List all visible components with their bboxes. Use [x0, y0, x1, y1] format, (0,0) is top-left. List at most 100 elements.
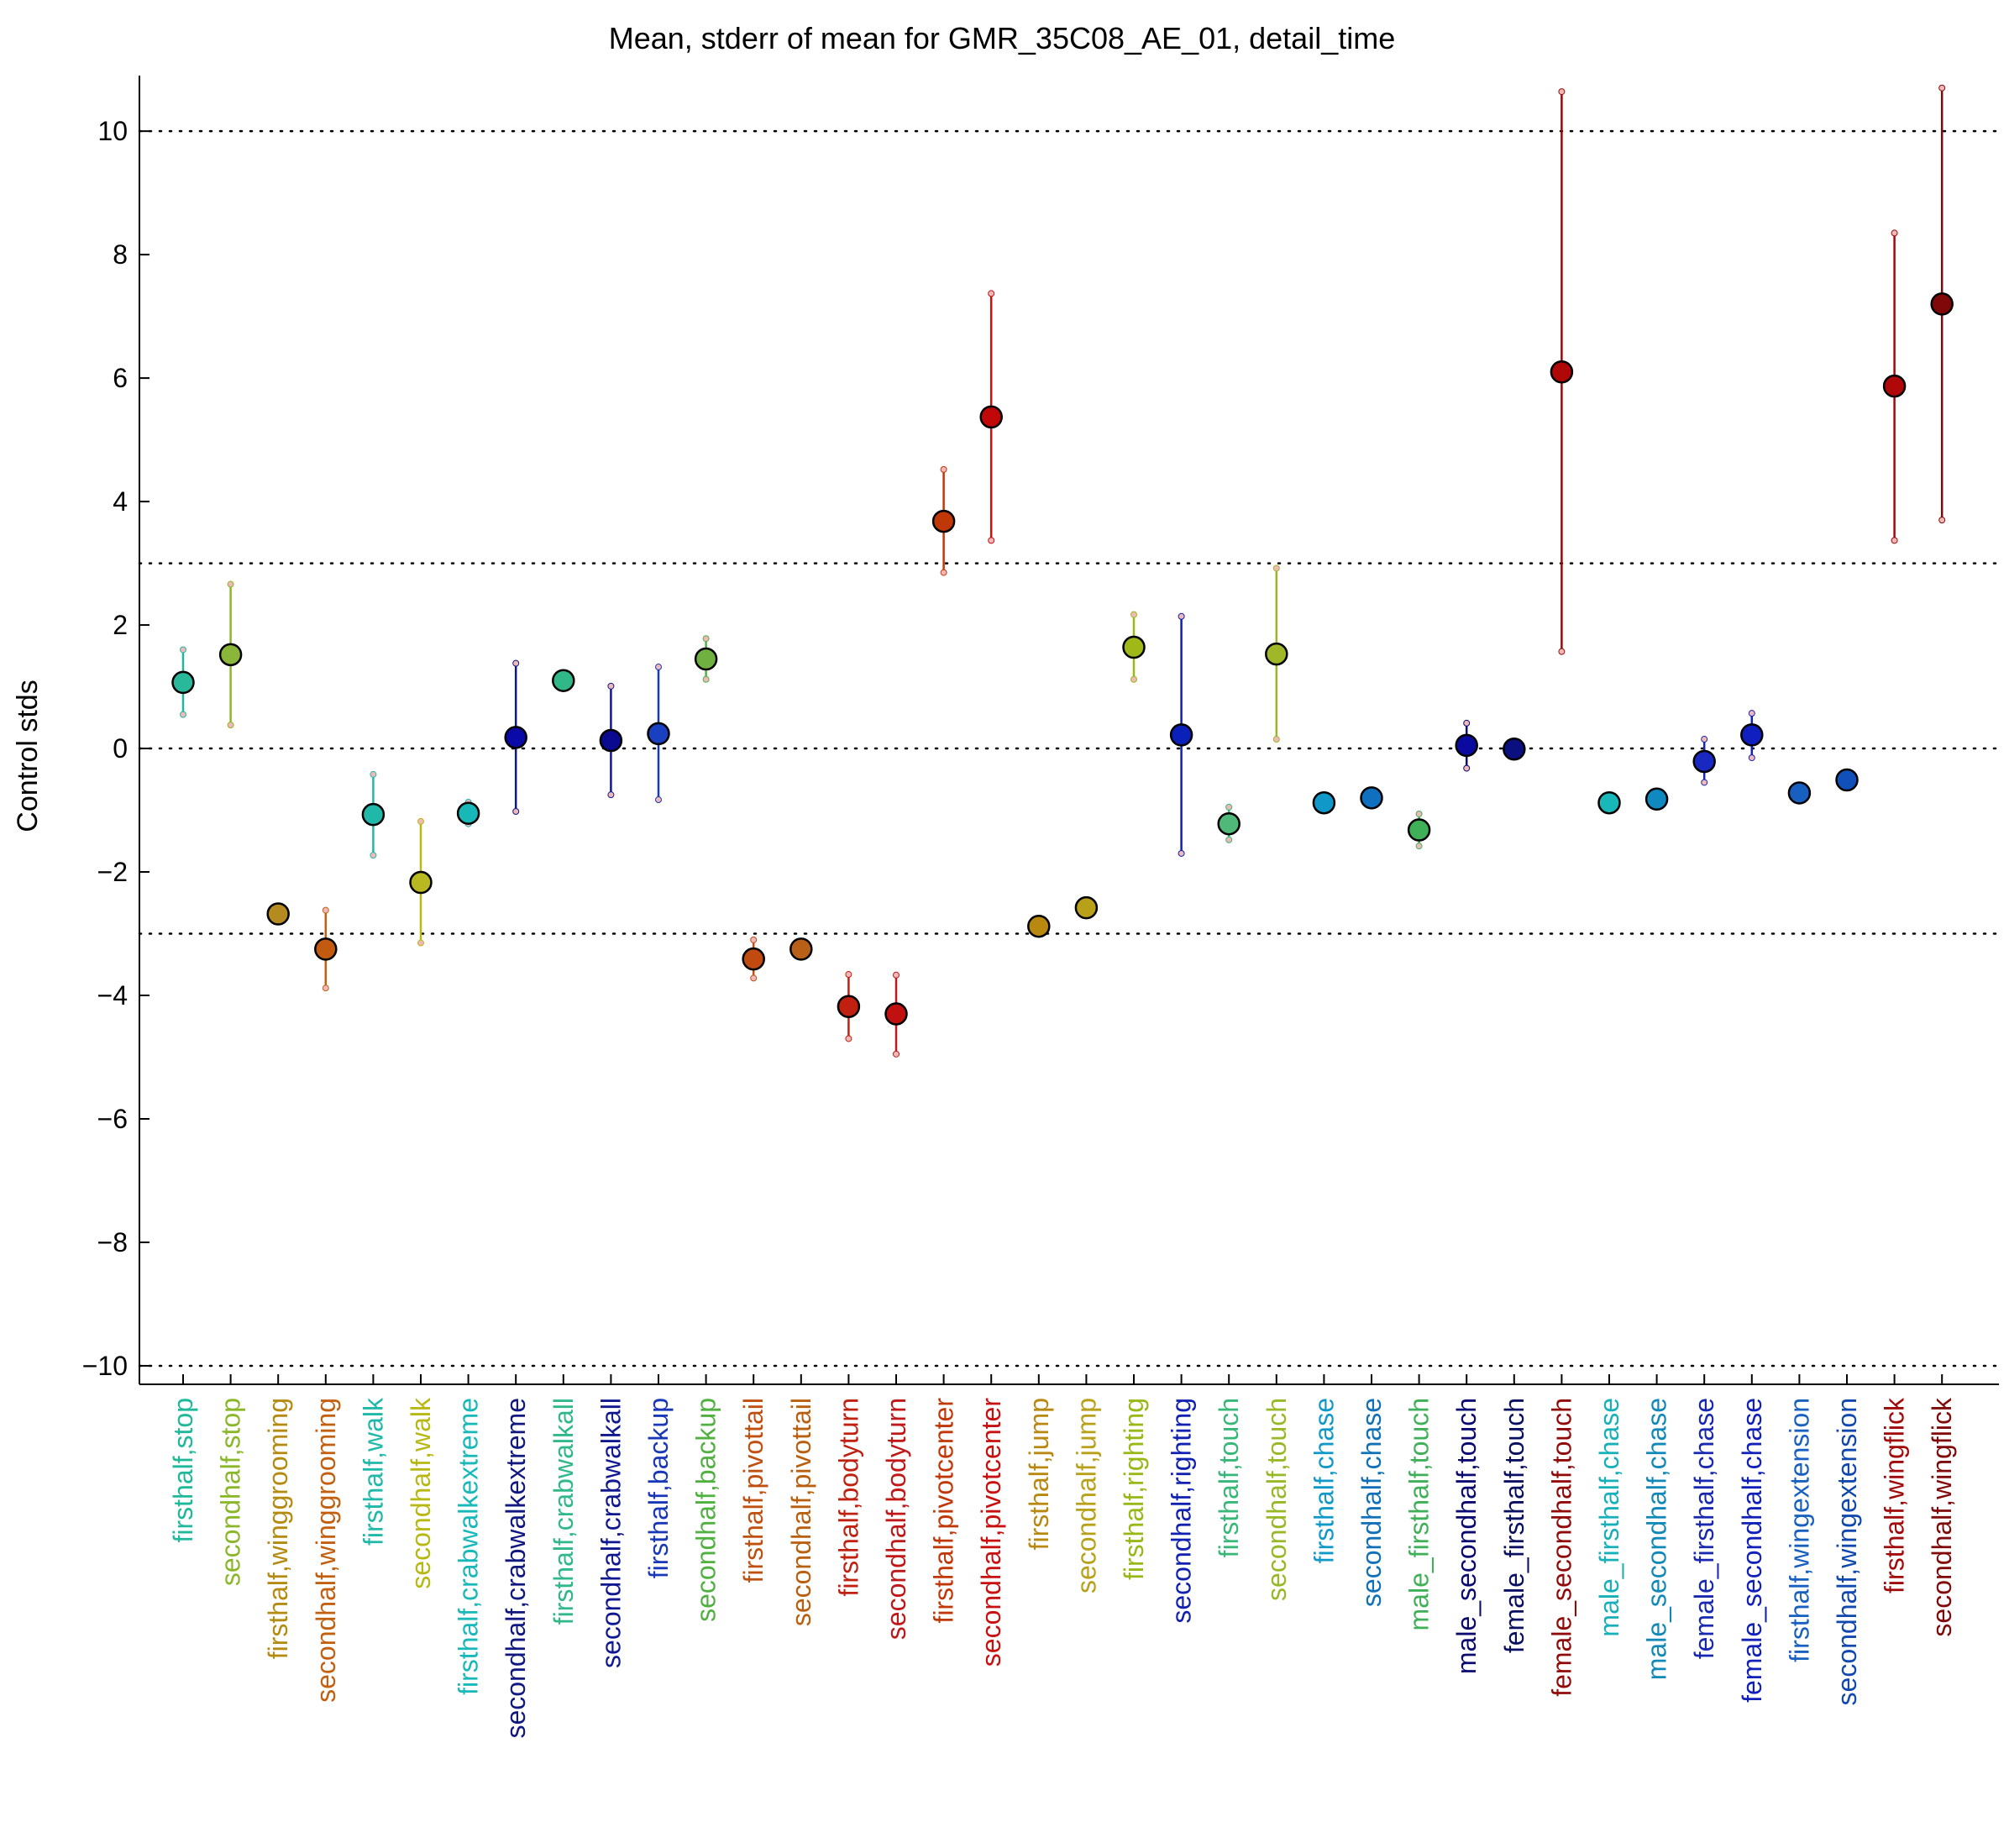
y-ticks: −10 −8 −6 −4 −2 0 2 4 6 8 10	[82, 116, 149, 1381]
data-point	[552, 669, 575, 692]
data-point	[1550, 360, 1574, 384]
error-bar-cap-lower	[1701, 779, 1708, 786]
x-tick-label: secondhalf,pivotcenter	[976, 1398, 1006, 1667]
error-bars	[180, 84, 1946, 1058]
error-bar-cap-lower	[227, 722, 234, 729]
data-point	[1740, 723, 1764, 747]
x-tick-label: male_secondhalf,touch	[1451, 1398, 1482, 1674]
data-point	[647, 722, 670, 746]
data-point	[742, 947, 765, 971]
data-point	[504, 726, 527, 749]
error-bar-cap-lower	[180, 711, 186, 718]
y-tick-label: −6	[97, 1104, 128, 1134]
data-point	[599, 728, 623, 753]
error-bar-cap-upper	[180, 646, 186, 654]
error-bar-cap-upper	[750, 936, 758, 943]
x-tick-label: firsthalf,walk	[358, 1397, 388, 1546]
data-point	[171, 670, 195, 695]
error-bar-cap-lower	[1225, 836, 1233, 843]
error-bar-cap-lower	[750, 974, 758, 982]
error-bar-cap-upper	[512, 659, 520, 667]
error-bar-cap-lower	[988, 537, 995, 544]
y-tick-label: 10	[97, 116, 128, 146]
x-tick-label: firsthalf,pivottail	[738, 1398, 768, 1583]
x-tick-label: firsthalf,crabwalkextreme	[454, 1398, 484, 1695]
error-bar-cap-lower	[1938, 517, 1946, 524]
x-tick-label: male_firsthalf,chase	[1594, 1398, 1624, 1637]
data-point	[218, 643, 243, 667]
data-point	[361, 802, 386, 827]
x-tick-label: secondhalf,wingflick	[1927, 1397, 1957, 1637]
error-bar-cap-upper	[1178, 612, 1185, 620]
error-bar-cap-lower	[512, 808, 520, 816]
error-bar-cap-lower	[1748, 754, 1755, 762]
x-tick-label: secondhalf,backup	[691, 1398, 721, 1622]
x-tick-labels: firsthalf,stop secondhalf,stop firsthalf,w…	[168, 1397, 1957, 1739]
error-bar-cap-upper	[655, 664, 662, 671]
y-tick-label: 0	[113, 733, 128, 764]
error-bar-cap-lower	[655, 796, 662, 804]
data-point	[1407, 818, 1431, 842]
error-bar-cap-upper	[988, 290, 995, 297]
error-bar-cap-lower	[1178, 849, 1185, 857]
y-tick-label: 8	[113, 239, 128, 270]
data-point	[694, 647, 718, 671]
error-bar-cap-upper	[607, 682, 615, 690]
chart-title: Mean, stderr of mean for GMR_35C08_AE_01…	[609, 21, 1395, 55]
y-tick-label: 2	[113, 610, 128, 640]
data-point	[884, 1002, 908, 1026]
error-bar-cap-lower	[1891, 537, 1898, 544]
x-tick-label: secondhalf,chase	[1356, 1398, 1387, 1607]
data-point	[1692, 749, 1716, 774]
x-tick-label: firsthalf,pivotcenter	[929, 1398, 959, 1624]
data-point	[837, 995, 861, 1018]
error-bar-cap-upper	[1748, 710, 1755, 717]
error-bar-cap-lower	[1558, 648, 1566, 655]
x-tick-label: male_firsthalf,touch	[1404, 1398, 1435, 1630]
x-tick-label: male_secondhalf,chase	[1642, 1398, 1672, 1680]
x-tick-label: firsthalf,backup	[643, 1398, 674, 1578]
data-point	[1312, 790, 1336, 815]
error-bar-cap-upper	[1415, 810, 1423, 817]
data-point	[1265, 642, 1288, 666]
x-tick-label: female_firsthalf,touch	[1499, 1398, 1529, 1653]
x-tick-label: firsthalf,touch	[1214, 1398, 1244, 1557]
y-tick-label: 4	[113, 486, 128, 517]
x-tick-label: secondhalf,walk	[406, 1397, 436, 1589]
x-tick-label: firsthalf,bodyturn	[833, 1398, 863, 1597]
x-tick-label: firsthalf,chase	[1309, 1398, 1339, 1563]
data-point	[1787, 781, 1812, 805]
error-bar-cap-lower	[322, 984, 329, 992]
error-bar-cap-upper	[417, 817, 424, 825]
x-tick-label: firsthalf,crabwalkall	[548, 1398, 579, 1625]
data-point	[1503, 738, 1526, 761]
error-bar-cap-upper	[370, 770, 377, 778]
data-point	[1597, 790, 1621, 815]
x-tick-label: secondhalf,bodyturn	[881, 1398, 911, 1640]
x-tick-label: secondhalf,jump	[1071, 1398, 1101, 1593]
data-points	[171, 292, 1954, 1026]
data-point	[1122, 635, 1146, 659]
x-tick-label: secondhalf,wingextension	[1832, 1398, 1862, 1705]
error-bar-cap-lower	[417, 939, 424, 947]
reference-lines	[138, 129, 2001, 1368]
x-tick-label: secondhalf,pivottail	[786, 1398, 816, 1626]
error-bar-cap-upper	[1272, 564, 1280, 572]
data-point	[1217, 811, 1241, 836]
x-tick-label: firsthalf,jump	[1024, 1398, 1054, 1550]
data-point	[1835, 768, 1859, 792]
error-bar-cap-lower	[893, 1050, 900, 1058]
y-tick-label: −8	[97, 1227, 128, 1257]
error-bar-cap-lower	[1463, 764, 1471, 772]
data-point	[1930, 292, 1954, 316]
error-bar-cap-lower	[1415, 843, 1423, 850]
x-tick-label: secondhalf,crabwalkextreme	[501, 1398, 531, 1739]
data-point	[1360, 786, 1383, 810]
data-point	[979, 405, 1003, 429]
error-bar-cap-lower	[607, 791, 615, 799]
error-bar-cap-lower	[370, 852, 377, 859]
error-bar-cap-upper	[1130, 611, 1137, 618]
x-tick-label: female_firsthalf,chase	[1689, 1398, 1719, 1659]
error-bar-cap-lower	[702, 675, 710, 683]
